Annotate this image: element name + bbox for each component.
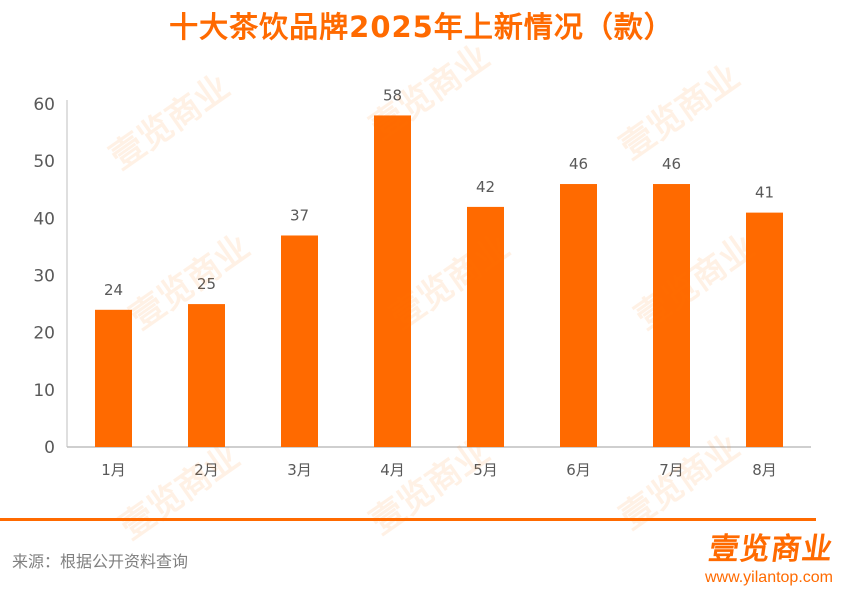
y-tick-label: 40 <box>33 209 55 229</box>
x-tick-label: 7月 <box>659 461 684 479</box>
y-tick-label: 10 <box>33 381 55 401</box>
x-tick-label: 3月 <box>287 461 312 479</box>
bar <box>560 184 597 448</box>
y-tick-label: 30 <box>33 267 55 287</box>
bar <box>467 206 504 447</box>
y-tick-label: 0 <box>44 438 55 458</box>
data-label: 46 <box>662 155 681 173</box>
data-label: 46 <box>569 155 588 173</box>
data-label: 24 <box>104 281 123 299</box>
chart-title: 十大茶饮品牌2025年上新情况（款） <box>169 10 674 44</box>
y-tick-label: 20 <box>33 324 55 344</box>
x-tick-label: 8月 <box>752 461 777 479</box>
data-label: 42 <box>476 178 495 196</box>
data-label: 25 <box>197 275 216 293</box>
bar <box>746 212 783 447</box>
bar-chart: 0 10 20 30 40 50 60 24 1月 25 2月 37 3月 58 4月 42 5月 46 6月 46 7… <box>33 86 811 479</box>
data-label: 37 <box>290 206 309 224</box>
footer-divider <box>0 518 816 521</box>
brand-url[interactable]: www.yilantop.com <box>704 569 833 586</box>
bar <box>188 304 225 447</box>
x-tick-label: 6月 <box>566 461 591 479</box>
bar <box>653 184 690 448</box>
y-tick-label: 50 <box>33 152 55 172</box>
bar <box>374 115 411 447</box>
x-tick-label: 5月 <box>473 461 498 479</box>
data-label: 58 <box>383 86 402 104</box>
brand-block: 壹览商业 www.yilantop.com <box>704 532 836 588</box>
brand-logo: 壹览商业 <box>706 532 836 567</box>
x-tick-label: 1月 <box>101 461 126 479</box>
bar <box>95 309 132 447</box>
x-tick-label: 2月 <box>194 461 219 479</box>
bar <box>281 235 318 447</box>
source-note: 来源：根据公开资料查询 <box>12 552 189 571</box>
y-tick-label: 60 <box>33 95 55 115</box>
x-tick-label: 4月 <box>380 461 405 479</box>
data-label: 41 <box>755 184 774 202</box>
